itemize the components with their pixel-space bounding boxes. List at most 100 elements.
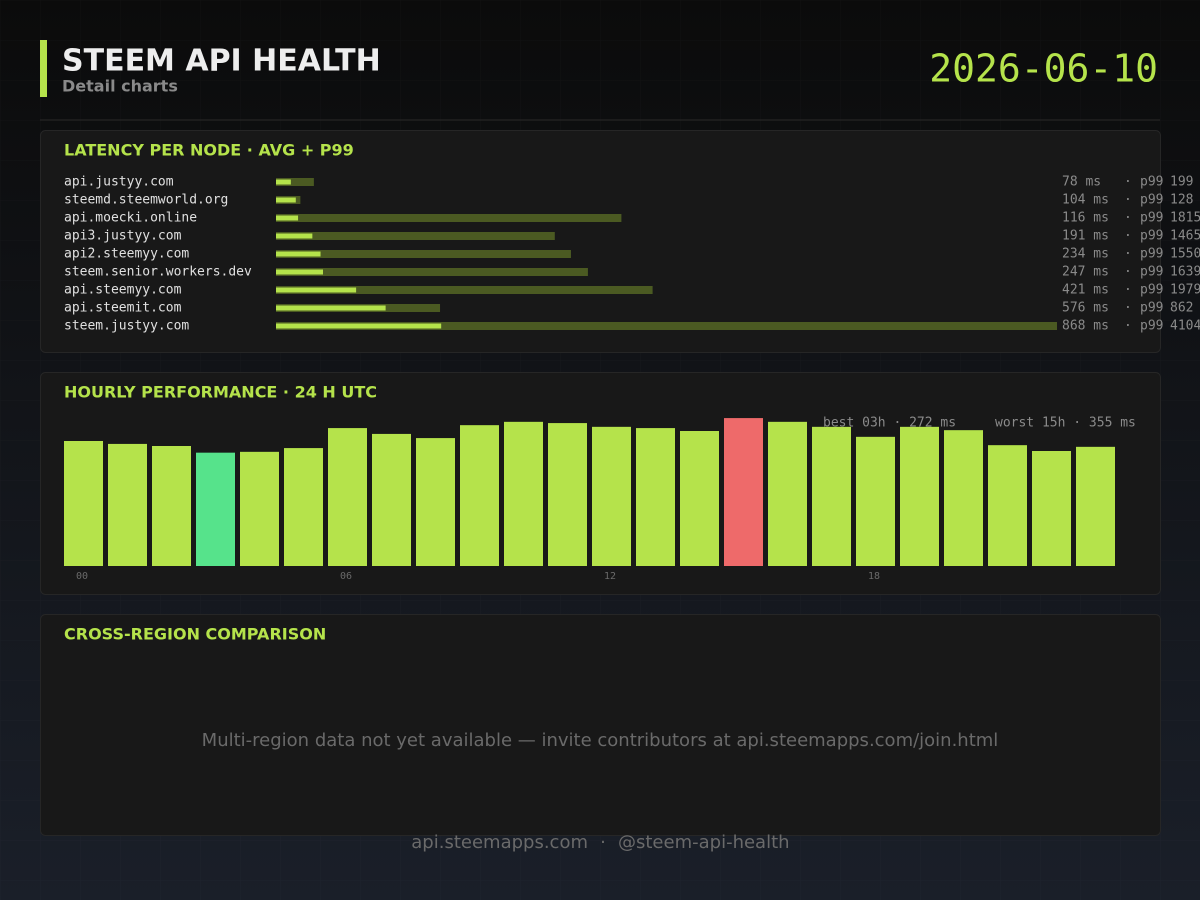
hour-bar <box>152 446 191 566</box>
p99-label: 1639 <box>1170 265 1200 280</box>
latency-panel <box>40 130 1161 353</box>
hour-bar <box>856 436 895 566</box>
annotation: worst 15h · 355 ms <box>995 416 1136 431</box>
p99-label: 1550 <box>1170 247 1200 262</box>
separator: · <box>1124 265 1132 280</box>
hour-bar <box>680 431 719 566</box>
avg-label: 421 ms <box>1062 283 1109 298</box>
separator: · <box>1124 193 1132 208</box>
hour-bar <box>328 428 367 566</box>
p99-bar <box>276 214 622 222</box>
separator: · <box>1124 247 1132 262</box>
avg-bar <box>276 269 324 275</box>
avg-label: 234 ms <box>1062 247 1109 262</box>
footer-site: api.steemapps.com <box>411 832 588 853</box>
node-label: steem.justyy.com <box>64 319 189 334</box>
node-label: steem.senior.workers.dev <box>64 265 252 280</box>
separator: · <box>1124 175 1132 190</box>
separator: · <box>1124 301 1132 316</box>
avg-bar <box>276 215 299 221</box>
hour-bar <box>1076 446 1115 566</box>
avg-bar <box>276 197 296 203</box>
avg-bar <box>276 251 321 257</box>
avg-label: 104 ms <box>1062 193 1109 208</box>
node-label: api.moecki.online <box>64 211 197 226</box>
hour-bar <box>504 421 543 566</box>
p99-bar <box>276 286 653 294</box>
hour-bar <box>284 448 323 566</box>
p99-label: 1815 <box>1170 211 1200 226</box>
hour-bar <box>64 441 103 566</box>
hour-bar <box>372 433 411 566</box>
node-label: api.steemyy.com <box>64 283 182 298</box>
panel-title: CROSS-REGION COMPARISON <box>64 625 326 644</box>
separator: · <box>1124 211 1132 226</box>
date: 2026-06-10 <box>929 47 1158 91</box>
hour-bar <box>636 428 675 566</box>
separator: · <box>1124 283 1132 298</box>
p99-label: 1465 <box>1170 229 1200 244</box>
p99-bar <box>276 268 588 276</box>
p99-name: p99 <box>1140 247 1163 262</box>
x-tick-label: 18 <box>868 571 880 582</box>
hour-bar <box>988 445 1027 566</box>
p99-name: p99 <box>1140 283 1163 298</box>
avg-bar <box>276 287 357 293</box>
node-label: api3.justyy.com <box>64 229 182 244</box>
hour-bar <box>724 418 763 566</box>
p99-bar <box>276 178 314 186</box>
avg-label: 191 ms <box>1062 229 1109 244</box>
avg-label: 868 ms <box>1062 319 1109 334</box>
p99-name: p99 <box>1140 319 1163 334</box>
hour-bar <box>592 426 631 566</box>
p99-name: p99 <box>1140 175 1163 190</box>
hour-bar <box>768 421 807 566</box>
hour-bar <box>900 426 939 566</box>
avg-bar <box>276 305 386 311</box>
p99-label: 862 <box>1170 301 1193 316</box>
node-label: steemd.steemworld.org <box>64 193 228 208</box>
p99-label: 1979 <box>1170 283 1200 298</box>
panel-title: LATENCY PER NODE · AVG + P99 <box>64 141 354 160</box>
node-label: api.steemit.com <box>64 301 182 316</box>
p99-name: p99 <box>1140 265 1163 280</box>
accent-bar <box>40 40 47 97</box>
footer-handle: @steem-api-health <box>618 832 790 853</box>
p99-name: p99 <box>1140 211 1163 226</box>
p99-name: p99 <box>1140 301 1163 316</box>
separator: · <box>600 832 606 853</box>
hour-bar <box>196 452 235 566</box>
p99-bar <box>276 322 1057 330</box>
avg-bar <box>276 323 442 329</box>
p99-label: 4104 <box>1170 319 1200 334</box>
x-tick-label: 12 <box>604 571 616 582</box>
hour-bar <box>944 430 983 566</box>
empty-message: Multi-region data not yet available — in… <box>202 730 999 751</box>
hour-bar <box>240 451 279 566</box>
node-label: api2.steemyy.com <box>64 247 189 262</box>
annotation: best 03h · 272 ms <box>823 416 956 431</box>
separator: · <box>1124 229 1132 244</box>
comparison-panel <box>40 614 1161 836</box>
hour-bar <box>1032 451 1071 566</box>
avg-label: 576 ms <box>1062 301 1109 316</box>
avg-label: 247 ms <box>1062 265 1109 280</box>
p99-label: 199 <box>1170 175 1193 190</box>
hour-bar <box>108 443 147 566</box>
p99-label: 128 <box>1170 193 1193 208</box>
hour-bar <box>460 425 499 566</box>
p99-bar <box>276 250 571 258</box>
separator: · <box>1124 319 1132 334</box>
avg-bar <box>276 233 313 239</box>
p99-bar <box>276 232 555 240</box>
hour-bar <box>812 426 851 566</box>
panel-title: HOURLY PERFORMANCE · 24 H UTC <box>64 383 377 402</box>
p99-name: p99 <box>1140 229 1163 244</box>
node-label: api.justyy.com <box>64 175 174 190</box>
x-tick-label: 00 <box>76 571 88 582</box>
hour-bar <box>416 438 455 566</box>
page-subtitle: Detail charts <box>62 77 178 96</box>
avg-bar <box>276 179 291 185</box>
